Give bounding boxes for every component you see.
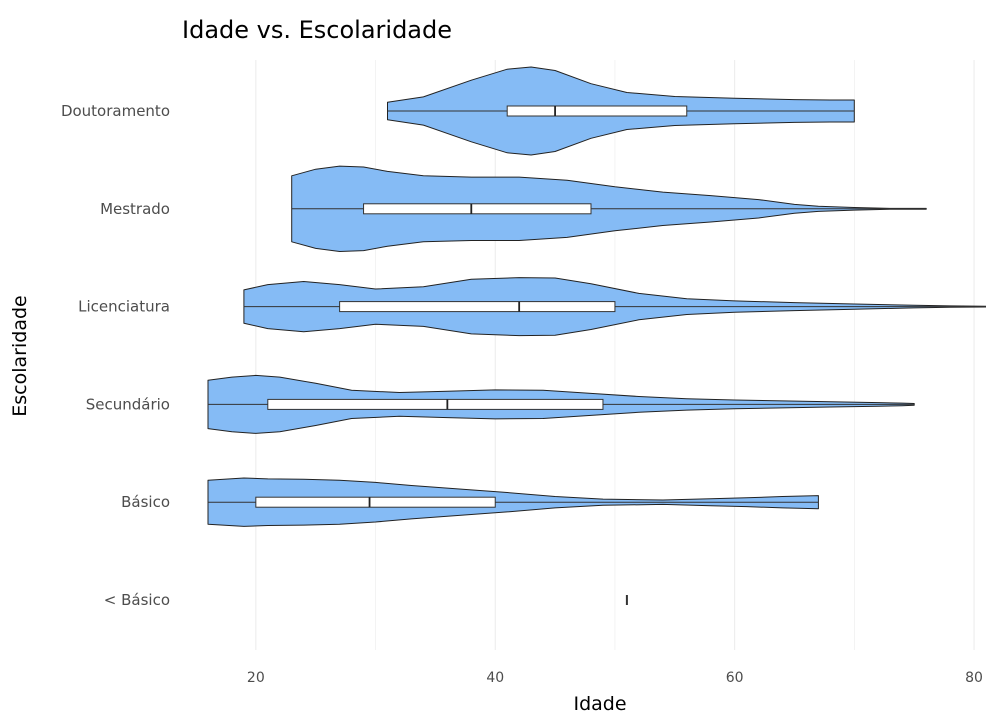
y-tick-label: < Básico [104,591,170,609]
y-tick-label: Secundário [86,395,170,413]
x-tick-label-40: 40 [486,670,504,686]
y-tick-label: Doutoramento [61,102,170,120]
y-tick-label: Licenciatura [78,298,170,316]
y-tick-label: Básico [121,493,170,511]
chart-title: Idade vs. Escolaridade [182,16,452,44]
box-iqr [339,301,616,313]
x-axis-title: Idade [573,693,626,713]
y-tick-labels: < Básico Básico Secundário Licenciatura Mest… [61,102,170,609]
x-tick-label-60: 60 [726,670,744,686]
box-iqr [506,105,688,117]
y-tick-label: Mestrado [100,200,170,218]
boxplots-layer [207,105,986,605]
y-axis-title: Escolaridade [9,295,31,416]
x-tick-label-80: 80 [965,670,983,686]
x-tick-label-20: 20 [247,670,265,686]
box-iqr [267,398,604,410]
box-iqr [255,496,496,508]
violins-layer [207,66,986,527]
x-tick-labels: 20 40 60 80 [247,670,983,686]
box-iqr [363,203,592,215]
grid-lines [255,60,975,650]
